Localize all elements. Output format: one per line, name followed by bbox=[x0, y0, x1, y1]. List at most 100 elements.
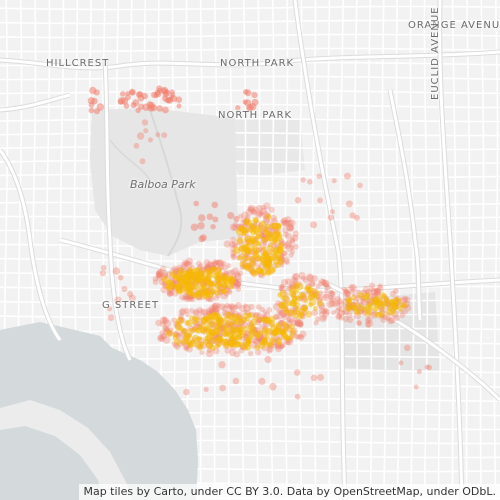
data-point bbox=[183, 388, 190, 396]
data-point bbox=[296, 319, 303, 327]
data-point bbox=[354, 308, 362, 316]
data-point bbox=[368, 282, 376, 289]
data-point bbox=[223, 332, 229, 338]
data-point bbox=[297, 334, 305, 341]
street bbox=[0, 215, 500, 221]
data-point bbox=[255, 349, 262, 356]
data-point bbox=[365, 288, 373, 297]
data-point bbox=[345, 200, 353, 208]
data-point bbox=[376, 300, 384, 308]
freeway bbox=[0, 93, 71, 112]
data-point bbox=[244, 89, 252, 97]
data-point bbox=[203, 339, 210, 346]
data-point bbox=[381, 299, 389, 307]
data-point bbox=[350, 288, 356, 294]
data-point bbox=[256, 312, 262, 318]
street bbox=[0, 173, 500, 179]
data-point bbox=[289, 286, 297, 294]
data-point bbox=[294, 393, 301, 400]
data-point bbox=[328, 290, 335, 298]
data-point bbox=[187, 266, 193, 273]
data-point bbox=[354, 214, 360, 221]
data-point bbox=[294, 197, 302, 204]
data-point bbox=[245, 219, 252, 227]
data-point bbox=[361, 306, 368, 313]
data-point bbox=[141, 92, 148, 100]
data-point bbox=[246, 208, 254, 216]
data-point bbox=[365, 319, 374, 328]
data-point bbox=[305, 284, 312, 292]
data-point bbox=[281, 326, 289, 333]
data-point bbox=[227, 212, 235, 220]
data-point bbox=[264, 235, 271, 242]
data-point bbox=[263, 202, 271, 210]
data-point bbox=[275, 231, 283, 239]
data-point bbox=[404, 344, 411, 352]
data-point bbox=[233, 243, 239, 248]
data-point bbox=[426, 364, 433, 371]
data-point bbox=[179, 294, 186, 301]
data-point bbox=[194, 289, 201, 296]
data-point bbox=[217, 276, 223, 282]
data-point bbox=[226, 269, 234, 278]
data-point bbox=[401, 302, 408, 309]
data-point bbox=[214, 329, 221, 336]
data-point bbox=[313, 320, 319, 326]
data-point bbox=[380, 316, 387, 323]
data-point bbox=[184, 320, 191, 326]
data-point bbox=[204, 287, 213, 296]
data-point bbox=[281, 220, 289, 228]
data-point bbox=[195, 336, 201, 342]
data-point bbox=[154, 89, 161, 96]
data-point bbox=[416, 369, 422, 375]
data-point bbox=[169, 291, 174, 297]
data-point bbox=[281, 219, 288, 226]
data-point bbox=[200, 274, 209, 282]
data-point bbox=[394, 303, 401, 310]
data-point bbox=[196, 344, 204, 351]
data-point bbox=[365, 321, 372, 328]
data-point bbox=[157, 335, 165, 342]
data-point bbox=[377, 297, 384, 304]
data-point bbox=[221, 264, 228, 271]
data-point bbox=[316, 173, 322, 179]
data-point bbox=[383, 300, 390, 307]
data-point bbox=[279, 289, 287, 298]
data-point bbox=[124, 94, 131, 101]
data-point bbox=[320, 279, 327, 285]
data-point bbox=[364, 307, 372, 315]
data-point bbox=[201, 308, 209, 317]
data-point bbox=[221, 305, 229, 312]
data-point bbox=[107, 314, 115, 322]
park-road bbox=[109, 139, 151, 181]
data-point bbox=[379, 306, 387, 314]
data-point bbox=[244, 344, 251, 351]
data-point bbox=[344, 294, 352, 303]
data-point bbox=[289, 334, 295, 340]
park-area bbox=[340, 292, 440, 372]
data-point bbox=[147, 104, 155, 112]
data-point bbox=[371, 297, 379, 306]
data-point bbox=[178, 325, 184, 332]
data-point bbox=[358, 301, 364, 308]
data-point bbox=[283, 219, 291, 227]
data-point bbox=[135, 107, 141, 114]
data-point bbox=[350, 304, 356, 311]
data-point bbox=[196, 324, 203, 330]
street bbox=[227, 0, 233, 500]
data-point bbox=[413, 384, 419, 390]
data-point bbox=[205, 322, 213, 330]
data-point bbox=[383, 295, 389, 301]
data-point bbox=[162, 317, 167, 322]
data-point bbox=[288, 318, 294, 324]
data-point bbox=[282, 231, 289, 238]
data-point bbox=[370, 311, 378, 319]
data-point bbox=[289, 299, 297, 307]
data-point bbox=[143, 128, 149, 134]
data-point bbox=[290, 277, 297, 284]
data-point bbox=[373, 287, 379, 293]
data-point bbox=[281, 217, 288, 224]
data-point bbox=[242, 303, 248, 309]
street bbox=[381, 0, 387, 500]
